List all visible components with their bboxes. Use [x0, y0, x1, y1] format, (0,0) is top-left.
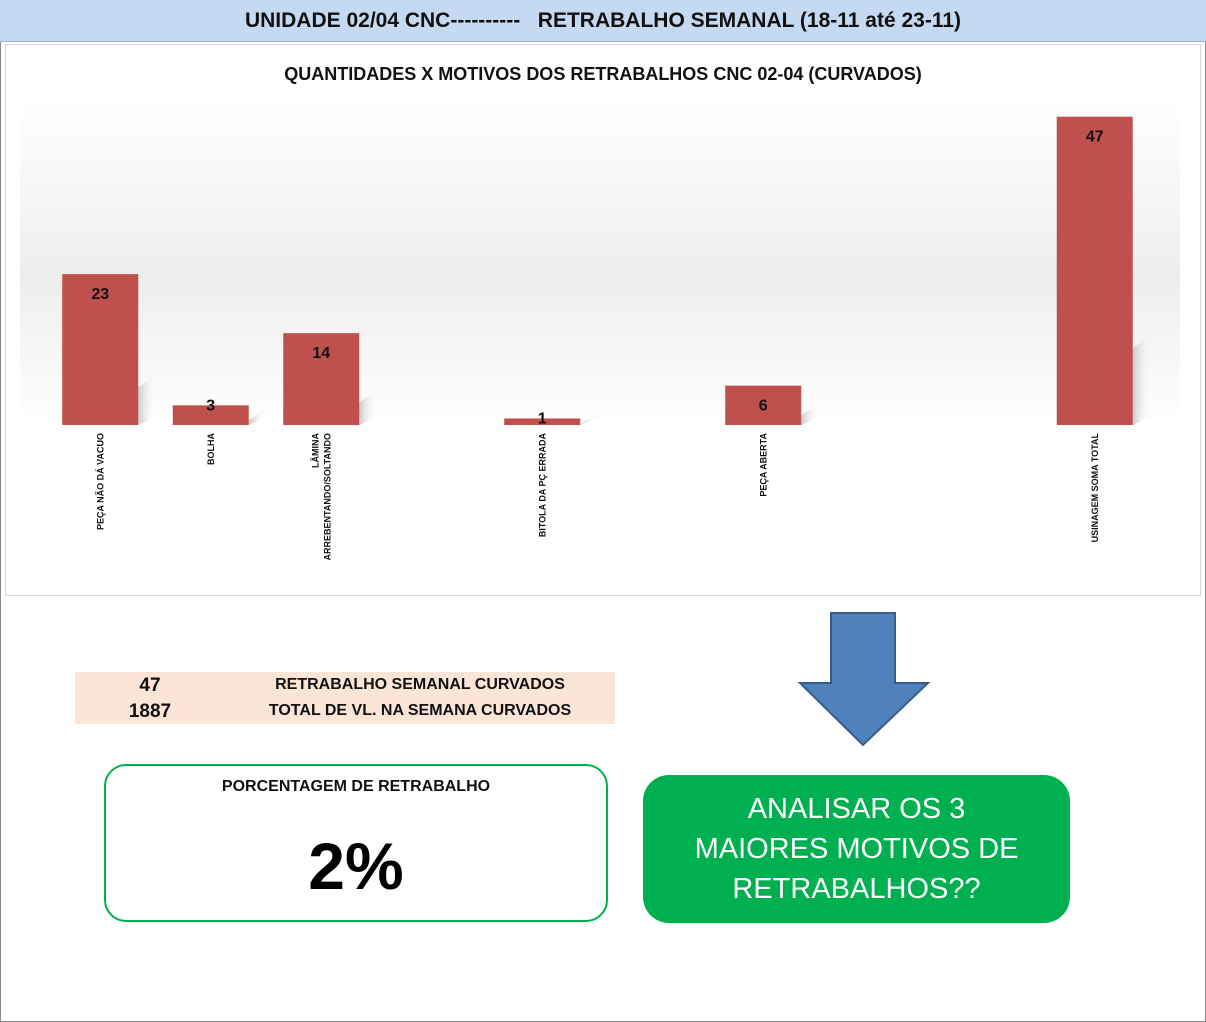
- bar: [504, 418, 581, 425]
- data-label: 3: [206, 397, 215, 414]
- summary-row-rework: 47 RETRABALHO SEMANAL CURVADOS: [75, 672, 615, 698]
- bar: [283, 333, 360, 425]
- data-label: 23: [91, 286, 109, 303]
- chart-back-wall: [20, 100, 1180, 425]
- bar-chart: 23 PEÇA NÃO DÁ VACUO 3 BOLHA 14 LÂMINA ARREBEN…: [20, 100, 1180, 561]
- percentage-value: 2%: [308, 829, 404, 903]
- bar: [1056, 116, 1133, 426]
- category-label: PEÇA ABERTA: [758, 433, 768, 497]
- header-unit: UNIDADE 02/04 CNC----------: [244, 9, 521, 32]
- rework-label: RETRABALHO SEMANAL CURVADOS: [275, 676, 565, 693]
- header-period: RETRABALHO SEMANAL (18-11 até 23-11): [537, 9, 962, 32]
- rework-count: 47: [139, 675, 161, 696]
- category-label: ARREBENTANDO/SOLTANDO: [322, 433, 332, 561]
- bar-shadow: [138, 375, 157, 425]
- percentage-label: PORCENTAGEM DE RETRABALHO: [221, 778, 491, 795]
- bar: [62, 274, 139, 425]
- bar-shadow: [248, 408, 267, 425]
- category-label: BITOLA DA PÇ ERRADA: [537, 433, 547, 538]
- category-label: PEÇA NÃO DÁ VACUO: [95, 433, 105, 530]
- category-label: USINAGEM SOMA TOTAL: [1090, 433, 1100, 543]
- callout-box: ANALISAR OS 3 MAIORES MOTIVOS DE RETRABA…: [643, 775, 1070, 923]
- data-label: 6: [759, 398, 768, 415]
- bar-shadow: [801, 403, 820, 425]
- down-arrow-icon: [797, 612, 931, 747]
- total-count: 1887: [128, 701, 172, 722]
- total-label: TOTAL DE VL. NA SEMANA CURVADOS: [268, 702, 572, 719]
- summary-row-total: 1887 TOTAL DE VL. NA SEMANA CURVADOS: [75, 698, 615, 724]
- chart-title: QUANTIDADES X MOTIVOS DOS RETRABALHOS CN…: [284, 64, 922, 84]
- category-label: LÂMINA: [309, 433, 320, 468]
- summary-table: 47 RETRABALHO SEMANAL CURVADOS 1887 TOTA…: [75, 672, 615, 724]
- category-label: BOLHA: [206, 433, 216, 465]
- bar-shadow: [580, 412, 599, 425]
- data-label: 47: [1086, 129, 1104, 146]
- percentage-box: PORCENTAGEM DE RETRABALHO 2%: [104, 764, 608, 922]
- data-label: 14: [312, 345, 330, 362]
- bar-shadow: [1132, 335, 1151, 425]
- page-header: UNIDADE 02/04 CNC---------- RETRABALHO S…: [0, 0, 1206, 42]
- data-label: 1: [538, 410, 547, 427]
- callout-text: ANALISAR OS 3 MAIORES MOTIVOS DE RETRABA…: [694, 793, 1019, 905]
- bar: [172, 405, 249, 425]
- bar-shadow: [359, 390, 378, 425]
- bar: [725, 385, 802, 425]
